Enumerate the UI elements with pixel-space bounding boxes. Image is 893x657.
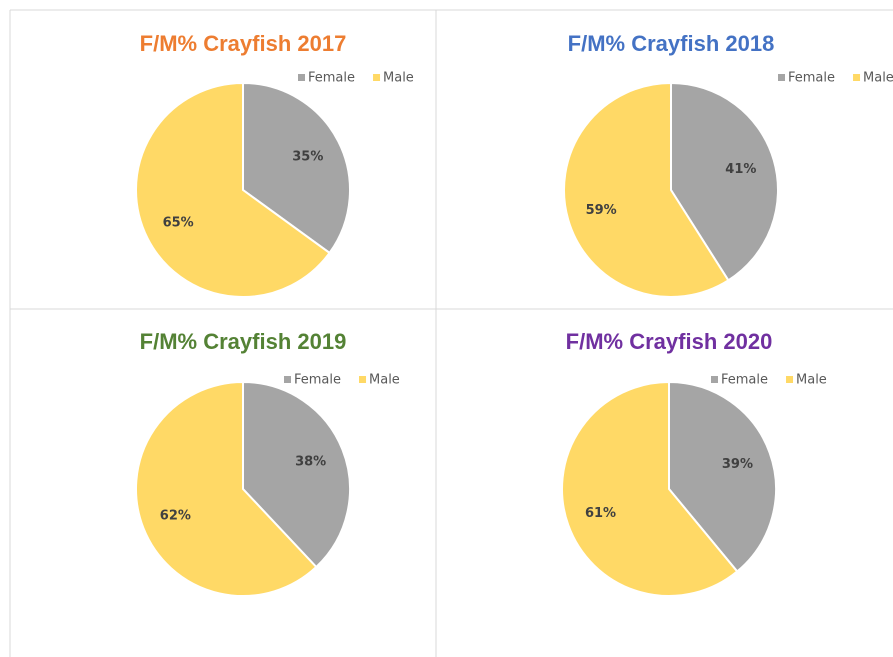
pie-slice [563,81,730,298]
legend-label: Female [788,71,835,86]
data-label: 41% [725,162,756,177]
legend-swatch [778,74,785,81]
legend-swatch [359,376,367,383]
legend-swatch [298,74,305,81]
legend-label: Male [863,71,893,86]
pie-slice [668,380,777,573]
data-label: 35% [292,149,323,164]
legend-swatch [853,74,861,81]
legend-label: Male [369,373,400,388]
pie-slice [561,380,739,597]
legend-label: Female [721,373,768,388]
data-label: 62% [160,508,191,523]
chart-title: F/M% Crayfish 2018 [568,31,775,56]
data-label: 61% [585,506,616,521]
pie-slice [242,380,351,569]
data-label: 39% [722,457,753,472]
pie-slice [242,81,351,255]
legend-label: Male [796,373,827,388]
legend-swatch [711,376,718,383]
data-label: 59% [586,203,617,218]
legend-swatch [786,376,794,383]
chart-title: F/M% Crayfish 2020 [566,329,773,354]
chart-title: F/M% Crayfish 2019 [140,329,347,354]
data-label: 38% [295,455,326,470]
legend-swatch [373,74,381,81]
chart-title: F/M% Crayfish 2017 [140,31,347,56]
pie-slice [135,81,331,298]
pie-slice [135,380,318,597]
legend-label: Female [294,373,341,388]
legend-label: Male [383,71,414,86]
legend-swatch [284,376,291,383]
data-label: 65% [163,216,194,231]
legend-label: Female [308,71,355,86]
